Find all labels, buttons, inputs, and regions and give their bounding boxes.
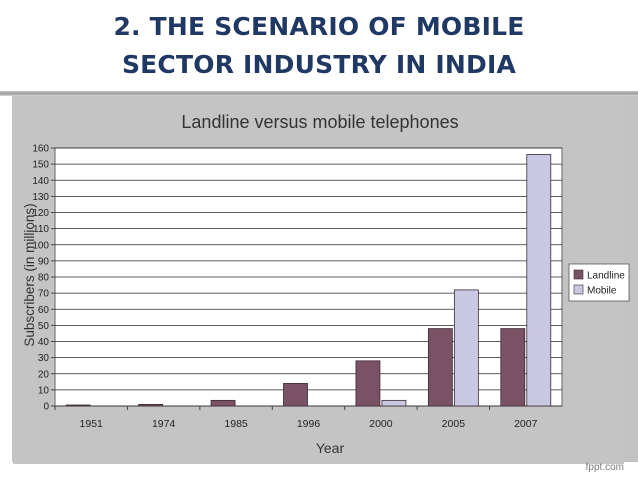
y-tick-label: 130 xyxy=(32,192,49,203)
x-tick-label: 2000 xyxy=(369,418,393,430)
y-tick-label: 10 xyxy=(38,385,50,396)
x-tick-label: 1951 xyxy=(80,418,104,430)
bar-landline xyxy=(500,328,526,407)
bar-landline xyxy=(210,399,236,407)
legend-swatch xyxy=(573,284,584,295)
y-tick-label: 90 xyxy=(38,256,50,267)
slide-title: 2. THE SCENARIO OF MOBILE SECTOR INDUSTR… xyxy=(0,8,638,84)
chart-title: Landline versus mobile telephones xyxy=(181,112,458,132)
slide-title-line-2: SECTOR INDUSTRY IN INDIA xyxy=(121,50,517,79)
y-tick-label: 100 xyxy=(32,240,49,251)
y-tick-label: 50 xyxy=(38,321,50,332)
slide-title-line-1: 2. THE SCENARIO OF MOBILE xyxy=(113,12,525,41)
y-axis-label: Subscribers (in millions) xyxy=(22,203,37,346)
bar-mobile xyxy=(526,154,552,407)
x-tick-label: 2005 xyxy=(442,418,466,430)
bar-landline xyxy=(138,403,164,407)
x-tick-label: 1996 xyxy=(297,418,321,430)
bar-landline xyxy=(283,383,308,407)
y-tick-label: 110 xyxy=(33,224,49,235)
x-tick-label: 2007 xyxy=(514,418,538,430)
bar-mobile xyxy=(381,399,407,407)
legend-label: Landline xyxy=(587,271,625,282)
y-tick-label: 30 xyxy=(38,353,50,364)
y-tick-label: 80 xyxy=(38,273,50,284)
watermark-logo: fppt.com xyxy=(585,462,624,473)
y-tick-label: 70 xyxy=(38,289,50,300)
y-tick-label: 140 xyxy=(32,176,49,187)
y-tick-label: 160 xyxy=(32,144,49,155)
bar-landline xyxy=(355,360,381,407)
legend-label: Mobile xyxy=(587,286,617,297)
legend-swatch xyxy=(573,269,584,280)
x-axis-label: Year xyxy=(316,440,345,456)
bar-landline xyxy=(65,404,91,407)
y-tick-label: 40 xyxy=(38,337,50,348)
x-tick-label: 1985 xyxy=(224,418,248,430)
y-tick-label: 0 xyxy=(43,402,49,413)
y-tick-label: 60 xyxy=(38,305,50,316)
bar-mobile xyxy=(453,289,479,407)
y-tick-label: 150 xyxy=(32,160,49,171)
title-divider xyxy=(0,91,638,96)
y-tick-label: 20 xyxy=(38,369,50,380)
bar-landline xyxy=(427,328,453,407)
y-tick-label: 120 xyxy=(32,208,49,219)
x-tick-label: 1974 xyxy=(152,418,176,430)
